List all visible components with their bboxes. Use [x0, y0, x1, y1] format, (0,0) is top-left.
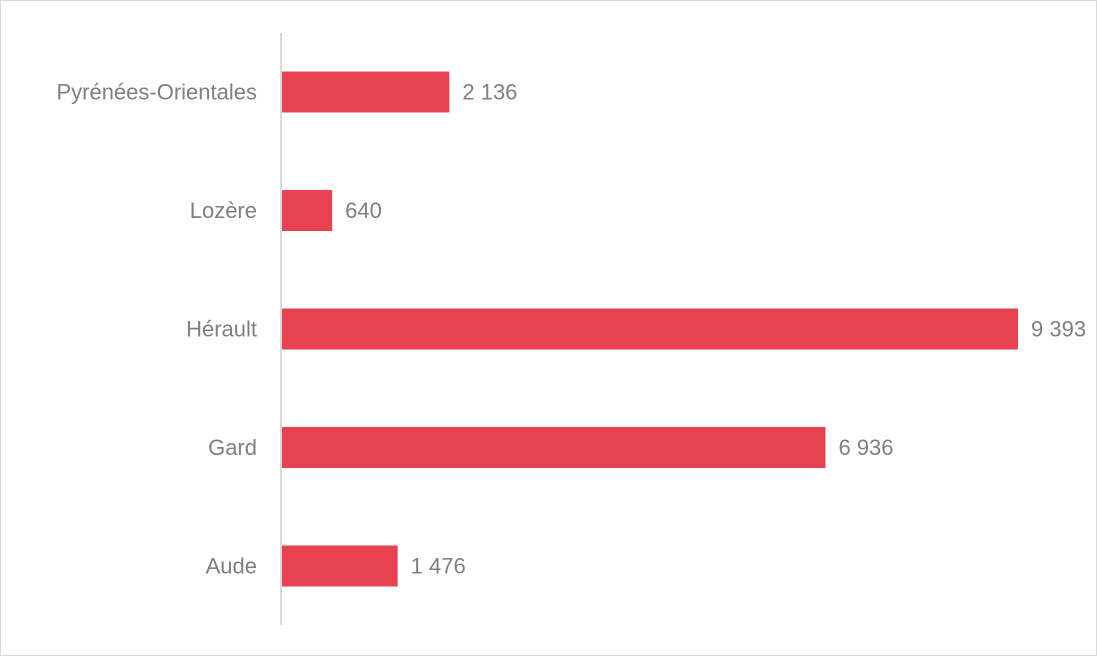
value-label: 2 136	[462, 80, 517, 105]
category-label: Aude	[206, 554, 257, 579]
bar	[282, 71, 450, 113]
bar	[282, 545, 398, 587]
category-label: Gard	[208, 435, 257, 460]
value-label: 9 393	[1031, 317, 1086, 342]
category-label: Hérault	[186, 317, 257, 342]
bar	[282, 190, 333, 231]
category-label: Pyrénées-Orientales	[56, 80, 257, 105]
value-label: 640	[345, 198, 382, 223]
bar	[282, 308, 1018, 350]
bar	[282, 427, 826, 468]
value-label: 1 476	[411, 554, 466, 579]
value-label: 6 936	[838, 435, 893, 460]
category-label: Lozère	[190, 198, 257, 223]
